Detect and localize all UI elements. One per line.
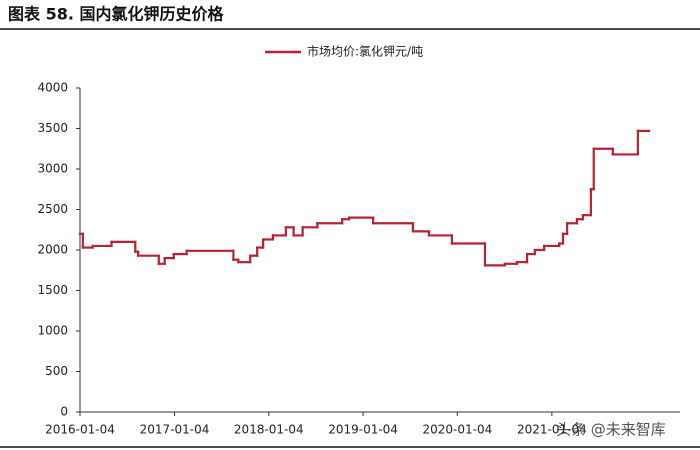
legend-label: 市场均价:氯化钾元/吨 — [307, 44, 423, 59]
y-tick-label: 4000 — [37, 81, 68, 95]
y-tick-label: 3000 — [37, 162, 68, 176]
y-tick-label: 1500 — [37, 283, 68, 297]
x-tick-label: 2019-01-04 — [328, 423, 398, 437]
x-tick-label: 2017-01-04 — [140, 423, 210, 437]
y-tick-label: 500 — [45, 364, 68, 378]
y-tick-label: 2500 — [37, 202, 68, 216]
x-tick-label: 2021-01-04 — [517, 423, 587, 437]
x-tick-label: 2018-01-04 — [234, 423, 304, 437]
chart-title: 图表 58. 国内氯化钾历史价格 — [8, 5, 224, 24]
y-tick-label: 0 — [60, 405, 68, 419]
x-tick-label: 2020-01-04 — [422, 423, 492, 437]
y-tick-label: 1000 — [37, 324, 68, 338]
x-tick-label: 2016-01-04 — [45, 423, 115, 437]
y-tick-label: 2000 — [37, 243, 68, 257]
watermark: 头条 @未来智库 — [556, 421, 666, 439]
y-tick-label: 3500 — [37, 121, 68, 135]
